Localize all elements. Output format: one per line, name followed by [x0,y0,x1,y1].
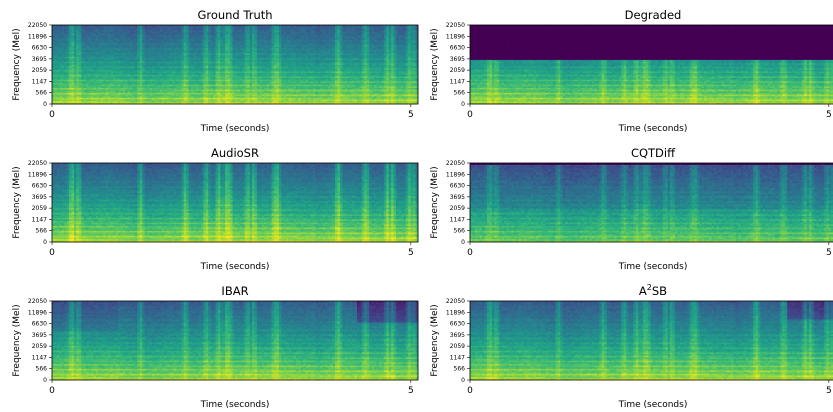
x-tick-label: 0 [49,386,55,396]
x-tick-label: 5 [408,248,414,258]
y-tick-label: 566 [454,228,466,235]
y-tick-label: 22050 [28,160,47,167]
y-axis-label: Frequency (Mel) [430,28,440,100]
y-tick-label: 11896 [446,33,465,40]
y-tick-label: 6630 [450,183,465,190]
panel-title: A2SB [639,283,667,298]
spectrogram-panel-degraded: Degraded 22050 11896 6630 3695 2059 1147 566 00 5… [430,8,833,134]
y-tick-label: 566 [454,366,466,373]
spectrogram-image [470,25,833,104]
y-tick-label: 1147 [450,78,465,85]
y-tick-label: 6630 [450,321,465,328]
y-tick-label: 11896 [28,309,47,316]
y-tick-label: 566 [454,90,466,97]
x-tick-label: 0 [467,110,473,120]
y-tick-label: 6630 [450,45,465,52]
y-tick-label: 11896 [28,33,47,40]
y-axis-label: Frequency (Mel) [430,304,440,376]
y-tick-label: 2059 [450,343,465,350]
x-axis-label: Time (seconds) [200,262,270,272]
y-tick-label: 22050 [446,298,465,305]
y-tick-label: 6630 [32,183,47,190]
x-axis-label: Time (seconds) [200,124,270,134]
y-tick-label: 1147 [32,216,47,223]
y-tick-label: 3695 [32,194,47,201]
x-tick-label: 5 [826,110,832,120]
x-tick-label: 0 [49,248,55,258]
y-tick-label: 0 [43,239,47,246]
y-tick-label: 0 [461,239,465,246]
x-tick-label: 0 [49,110,55,120]
y-tick-label: 3695 [32,56,47,63]
y-tick-label: 3695 [450,194,465,201]
y-axis-label: Frequency (Mel) [430,166,440,238]
y-tick-label: 1147 [450,354,465,361]
y-tick-label: 6630 [32,45,47,52]
y-tick-label: 22050 [446,160,465,167]
y-tick-label: 22050 [446,22,465,29]
y-tick-label: 3695 [450,332,465,339]
y-tick-label: 3695 [32,332,47,339]
x-axis-label: Time (seconds) [618,262,688,272]
spectrogram-panel-a2sb: A2SB 22050 11896 6630 3695 2059 1147 566 00 5 Time… [430,283,833,410]
y-tick-label: 566 [36,90,48,97]
y-axis-label: Frequency (Mel) [12,304,22,376]
panel-title: AudioSR [211,146,259,160]
spectrogram-image [470,301,833,380]
spectrogram-image [52,163,418,242]
panel-title: IBAR [221,284,248,298]
y-tick-label: 1147 [450,216,465,223]
y-tick-label: 0 [43,377,47,384]
y-tick-label: 566 [36,366,48,373]
y-tick-label: 0 [461,101,465,108]
y-tick-label: 11896 [446,171,465,178]
y-axis-label: Frequency (Mel) [12,28,22,100]
y-tick-label: 566 [36,228,48,235]
y-tick-label: 11896 [446,309,465,316]
y-tick-label: 2059 [32,343,47,350]
y-tick-label: 11896 [28,171,47,178]
panel-title: Degraded [625,8,682,22]
x-tick-label: 0 [467,248,473,258]
y-tick-label: 1147 [32,354,47,361]
panel-title: CQTDiff [631,146,676,160]
y-tick-label: 2059 [32,67,47,74]
y-tick-label: 22050 [28,298,47,305]
x-tick-label: 5 [826,248,832,258]
spectrogram-panel-ibar: IBAR 22050 11896 6630 3695 2059 1147 566 00 5 Time… [12,284,418,410]
x-tick-label: 5 [408,110,414,120]
spectrogram-panel-cqtdiff: CQTDiff 22050 11896 6630 3695 2059 1147 566 00 5 T… [430,146,833,272]
x-axis-label: Time (seconds) [618,124,688,134]
x-tick-label: 0 [467,386,473,396]
y-tick-label: 22050 [28,22,47,29]
y-tick-label: 6630 [32,321,47,328]
x-tick-label: 5 [408,386,414,396]
spectrogram-image [470,163,833,242]
spectrogram-panel-ground-truth: Ground Truth 22050 11896 6630 3695 2059 1147 56… [12,8,418,134]
spectrogram-image [52,25,418,104]
spectrogram-panel-audiosr: AudioSR 22050 11896 6630 3695 2059 1147 566 00 5 T… [12,146,418,272]
y-tick-label: 0 [43,101,47,108]
y-tick-label: 2059 [450,205,465,212]
y-tick-label: 2059 [32,205,47,212]
y-tick-label: 2059 [450,67,465,74]
x-tick-label: 5 [826,386,832,396]
spectrogram-image [52,301,418,380]
x-axis-label: Time (seconds) [200,400,270,410]
x-axis-label: Time (seconds) [618,400,688,410]
y-tick-label: 3695 [450,56,465,63]
y-axis-label: Frequency (Mel) [12,166,22,238]
y-tick-label: 1147 [32,78,47,85]
y-tick-label: 0 [461,377,465,384]
panel-title: Ground Truth [197,8,272,22]
